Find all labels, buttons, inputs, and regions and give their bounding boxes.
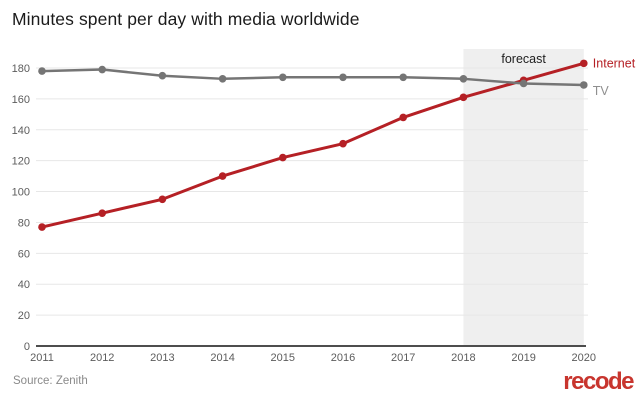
chart-title: Minutes spent per day with media worldwi… <box>12 9 360 29</box>
y-tick-label-40: 40 <box>18 279 30 291</box>
internet-point-2015 <box>279 153 287 162</box>
legend-tv: TV <box>593 84 610 98</box>
tv-point-2015 <box>279 73 287 82</box>
tv-point-2016 <box>339 73 347 82</box>
internet-point-2018 <box>459 93 468 102</box>
x-tick-label-2017: 2017 <box>391 352 415 364</box>
forecast-label: forecast <box>501 52 546 66</box>
tv-point-2013 <box>158 71 167 80</box>
x-tick-label-2020: 2020 <box>572 352 596 364</box>
tv-point-2012 <box>98 65 106 74</box>
y-tick-label-60: 60 <box>18 248 30 260</box>
y-tick-label-180: 180 <box>12 63 30 75</box>
y-tick-label-120: 120 <box>12 156 30 168</box>
x-tick-label-2015: 2015 <box>271 352 295 364</box>
internet-line <box>40 61 586 229</box>
tv-point-2017 <box>399 73 408 82</box>
y-tick-label-100: 100 <box>12 187 30 199</box>
internet-point-2013 <box>158 195 167 204</box>
y-tick-label-80: 80 <box>18 217 30 229</box>
internet-point-2014 <box>218 172 227 180</box>
tv-point-2011 <box>38 67 46 75</box>
x-tick-label-2011: 2011 <box>30 352 54 364</box>
x-tick-label-2014: 2014 <box>210 352 234 364</box>
x-tick-label-2019: 2019 <box>511 352 535 364</box>
y-tick-label-20: 20 <box>18 310 30 322</box>
internet-point-2012 <box>98 209 106 217</box>
x-tick-label-2012: 2012 <box>90 352 114 364</box>
source-text: Source: Zenith <box>13 375 88 387</box>
x-tick-label-2013: 2013 <box>150 352 174 364</box>
x-tick-label-2018: 2018 <box>451 352 475 364</box>
x-tick-label-2016: 2016 <box>331 352 355 364</box>
internet-point-2017 <box>399 113 408 122</box>
tv-point-2014 <box>218 75 227 83</box>
y-tick-label-160: 160 <box>12 94 30 106</box>
tv-line <box>40 68 586 87</box>
y-tick-label-0: 0 <box>24 341 30 353</box>
internet-point-2011 <box>38 223 46 231</box>
tv-point-2020 <box>580 81 588 89</box>
y-tick-label-140: 140 <box>12 125 30 137</box>
forecast-band <box>463 49 584 345</box>
internet-point-2020 <box>580 59 588 68</box>
legend-internet: Internet <box>593 56 636 70</box>
recode-logo: recode <box>563 368 634 395</box>
internet-point-2016 <box>339 139 347 148</box>
tv-point-2019 <box>519 79 528 88</box>
tv-point-2018 <box>459 75 468 83</box>
